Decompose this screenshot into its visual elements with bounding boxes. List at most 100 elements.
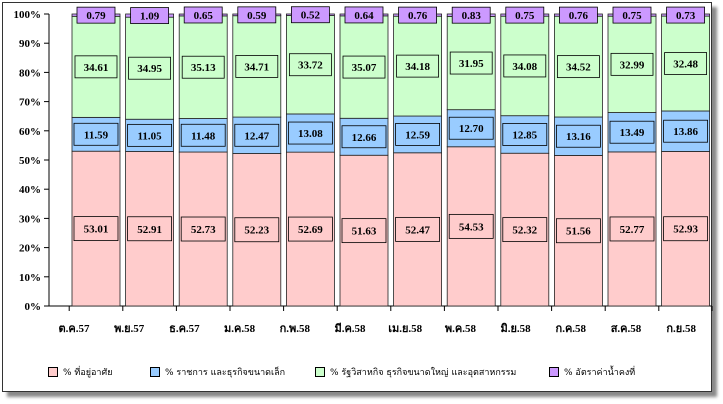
legend-swatch-government-small-business [150,367,160,377]
data-label-box-residential [180,216,226,242]
data-label-state-enterprise-industry: 32.48 [673,59,698,71]
data-label-state-enterprise-industry: 32.99 [620,59,645,71]
data-label-box-fixed-rate [451,6,491,24]
data-label-box-residential [287,216,333,242]
data-label-state-enterprise-industry: 35.07 [352,62,377,74]
data-label-box-residential [73,216,119,242]
data-label-box-state-enterprise-industry [181,55,225,79]
data-label-box-residential [448,213,494,239]
data-label-fixed-rate: 0.83 [462,10,482,22]
data-label-state-enterprise-industry: 35.13 [191,62,216,74]
legend-item-government-small-business: % ราชการ และธุรกิจขนาดเล็ก [150,364,285,380]
data-label-box-government-small-business [234,123,280,147]
x-tick-label: ต.ค.57 [58,323,90,335]
legend-label-residential: % ที่อยู่อาศัย [63,368,113,378]
data-label-box-fixed-rate [290,6,330,24]
data-label-box-government-small-business [287,121,333,145]
x-tick-label: ธ.ค.57 [169,323,200,335]
data-label-box-fixed-rate [612,6,652,24]
data-label-residential: 52.69 [298,224,323,236]
data-label-government-small-business: 12.70 [459,123,484,135]
legend-swatch-state-enterprise-industry [315,367,325,377]
data-label-box-fixed-rate [666,6,705,24]
data-label-government-small-business: 11.05 [138,130,163,142]
data-label-residential: 52.32 [512,225,537,237]
data-label-box-state-enterprise-industry [557,55,600,79]
data-label-box-residential [341,218,387,244]
data-label-fixed-rate: 0.73 [676,10,696,22]
data-label-box-government-small-business [448,116,494,140]
data-label-government-small-business: 11.59 [84,129,109,141]
data-label-residential: 51.63 [352,226,377,238]
data-label-state-enterprise-industry: 34.18 [405,61,430,73]
data-label-box-state-enterprise-industry [449,51,493,75]
data-label-box-fixed-rate [505,6,545,24]
y-tick-label: 100% [14,9,42,21]
data-label-government-small-business: 13.08 [298,128,323,140]
data-label-residential: 52.73 [191,224,216,236]
data-label-residential: 53.01 [84,224,109,236]
data-label-state-enterprise-industry: 34.71 [244,61,269,73]
data-label-residential: 51.56 [566,226,591,238]
axes: 0% 10% 20% 30% 40% 50% 60% 70% 80% 90% 100% [14,9,713,313]
legend-item-state-enterprise-industry: % รัฐวิสาหกิจ ธุรกิจขนาดใหญ่ และอุตสาหกร… [315,364,516,380]
legend-swatch-residential [48,367,58,377]
data-label-fixed-rate: 0.76 [569,10,589,22]
x-tick-label: พ.ย.57 [114,323,145,335]
data-label-residential: 54.53 [459,221,484,233]
data-label-state-enterprise-industry: 34.08 [512,61,537,73]
x-tick-label: ส.ค.58 [611,323,642,335]
data-label-fixed-rate: 0.64 [354,10,374,22]
chart-legend: % ที่อยู่อาศัย % ราชการ และธุรกิจขนาดเล็… [0,364,723,380]
data-label-box-residential [395,216,441,242]
data-label-box-state-enterprise-industry [128,56,172,80]
data-label-box-fixed-rate [76,6,116,24]
x-tick-label: พ.ค.58 [445,323,477,335]
y-tick-label: 20% [19,243,41,255]
data-label-fixed-rate: 0.59 [247,10,267,22]
y-tick-label: 90% [19,38,41,50]
data-label-box-government-small-business [502,123,548,146]
x-tick-label: ม.ค.58 [224,323,256,335]
x-tick-label: ก.พ.58 [280,323,311,335]
y-tick-label: 80% [19,67,41,79]
data-label-state-enterprise-industry: 34.61 [84,62,109,74]
data-label-box-residential [127,216,172,242]
x-tick-label: ก.ค.58 [556,323,587,335]
data-label-box-fixed-rate [344,6,384,24]
legend-swatch-fixed-rate [549,367,559,377]
data-label-box-state-enterprise-industry [503,54,547,78]
data-label-box-fixed-rate [183,6,223,24]
data-label-box-state-enterprise-industry [610,52,654,76]
data-label-residential: 52.23 [244,225,269,237]
data-label-box-residential [663,216,708,242]
data-label-box-state-enterprise-industry [288,53,332,77]
data-label-box-state-enterprise-industry [664,52,707,75]
legend-item-residential: % ที่อยู่อาศัย [48,364,112,380]
data-label-fixed-rate: 0.52 [301,10,321,22]
legend-item-fixed-rate: % อัตราค่าน้ำคงที่ [549,364,635,380]
data-label-box-fixed-rate [237,6,277,24]
data-label-fixed-rate: 0.79 [86,10,106,22]
data-label-fixed-rate: 0.75 [515,10,535,22]
data-label-box-government-small-business [556,124,601,148]
data-label-box-government-small-business [395,123,441,146]
legend-label-state-enterprise-industry: % รัฐวิสาหกิจ ธุรกิจขนาดใหญ่ และอุตสาหกร… [330,368,517,378]
y-tick-label: 70% [19,97,41,109]
data-label-government-small-business: 12.47 [244,130,269,142]
data-label-box-state-enterprise-industry [342,55,386,79]
data-label-box-state-enterprise-industry [74,55,118,79]
legend-label-government-small-business: % ราชการ และธุรกิจขนาดเล็ก [165,368,286,378]
data-label-box-residential [609,216,655,242]
data-label-box-residential [234,217,280,243]
data-label-box-fixed-rate [398,6,438,24]
data-label-fixed-rate: 0.75 [622,10,642,22]
data-label-residential: 52.93 [673,224,698,236]
data-label-government-small-business: 13.49 [620,127,645,139]
x-tick-label: มิ.ย.58 [500,322,531,335]
data-label-government-small-business: 12.66 [352,132,377,144]
data-label-box-fixed-rate [559,6,598,24]
data-label-box-government-small-business [127,123,172,147]
data-label-fixed-rate: 1.09 [140,11,160,23]
